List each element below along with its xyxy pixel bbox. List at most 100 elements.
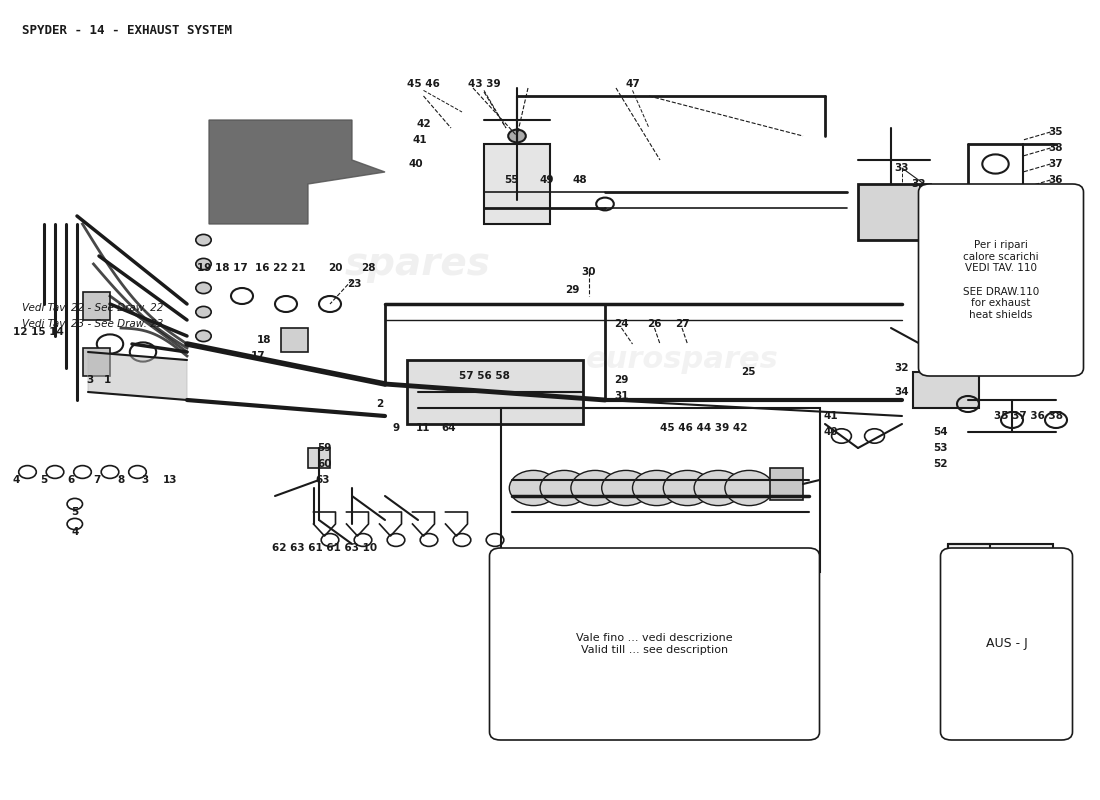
Bar	[407, 360, 583, 424]
Text: 38: 38	[1048, 143, 1064, 153]
Text: 57 56 58: 57 56 58	[459, 371, 509, 381]
Text: spares: spares	[345, 245, 491, 283]
Bar	[500, 408, 820, 572]
Text: 27: 27	[674, 319, 690, 329]
Text: SPYDER - 14 - EXHAUST SYSTEM: SPYDER - 14 - EXHAUST SYSTEM	[22, 24, 232, 37]
Text: 18: 18	[256, 335, 272, 345]
Text: 11: 11	[416, 423, 431, 433]
Bar	[82, 292, 110, 320]
Text: 54: 54	[933, 427, 948, 437]
Circle shape	[663, 470, 712, 506]
Text: 35 37 36 38: 35 37 36 38	[994, 411, 1063, 421]
Text: AUS - J: AUS - J	[986, 638, 1027, 650]
Text: 13: 13	[163, 475, 178, 485]
Text: 29: 29	[564, 285, 580, 294]
Text: 1: 1	[104, 375, 111, 385]
Bar	[858, 184, 930, 240]
Circle shape	[509, 470, 558, 506]
Text: 4: 4	[72, 527, 78, 537]
Polygon shape	[88, 352, 187, 400]
Text: 64: 64	[441, 423, 456, 433]
Text: 43 39: 43 39	[468, 79, 500, 89]
Text: 37: 37	[1048, 159, 1064, 169]
Text: 3: 3	[87, 375, 94, 385]
Text: 40: 40	[408, 159, 424, 169]
Text: 60: 60	[317, 459, 332, 469]
Circle shape	[196, 330, 211, 342]
Text: 49: 49	[539, 175, 554, 185]
Text: 42: 42	[416, 119, 431, 129]
Text: 35: 35	[1048, 127, 1064, 137]
Text: 52: 52	[933, 459, 948, 469]
Text: Vedi Tav. 23 - See Draw. 23: Vedi Tav. 23 - See Draw. 23	[22, 319, 164, 329]
Text: 8: 8	[118, 475, 124, 485]
Text: 45 46: 45 46	[407, 79, 440, 89]
Text: 41: 41	[823, 411, 838, 421]
Text: 24: 24	[614, 319, 629, 329]
Text: 20: 20	[328, 263, 343, 273]
Circle shape	[602, 470, 650, 506]
Text: Vedi Tav. 22 - See Draw. 22: Vedi Tav. 22 - See Draw. 22	[22, 303, 164, 313]
Text: 55: 55	[504, 175, 519, 185]
Circle shape	[196, 306, 211, 318]
Text: 5: 5	[72, 507, 78, 517]
Text: 17: 17	[251, 351, 266, 361]
Text: 6: 6	[68, 475, 75, 485]
Text: 3: 3	[142, 475, 148, 485]
Text: 51: 51	[933, 303, 948, 313]
Text: 19 18 17: 19 18 17	[197, 263, 248, 273]
Circle shape	[196, 282, 211, 294]
Text: 25: 25	[740, 367, 756, 377]
Circle shape	[571, 470, 619, 506]
FancyBboxPatch shape	[490, 548, 820, 740]
Text: 7: 7	[94, 475, 100, 485]
Polygon shape	[209, 120, 385, 224]
Text: 29: 29	[614, 375, 629, 385]
Text: Vale fino ... vedi descrizione
Valid till ... see description: Vale fino ... vedi descrizione Valid til…	[576, 634, 733, 654]
Text: 16 22 21: 16 22 21	[255, 263, 306, 273]
Circle shape	[508, 130, 526, 142]
Text: 62 63 61 61 63 10: 62 63 61 61 63 10	[272, 543, 377, 553]
Text: 45 46 44 39 42: 45 46 44 39 42	[660, 423, 748, 433]
FancyBboxPatch shape	[918, 184, 1084, 376]
Circle shape	[196, 234, 211, 246]
Text: 26: 26	[647, 319, 662, 329]
Text: 47: 47	[625, 79, 640, 89]
Text: 2: 2	[376, 399, 383, 409]
Text: 53: 53	[933, 443, 948, 453]
Text: 50: 50	[933, 319, 948, 329]
Bar	[82, 348, 110, 376]
Text: 41: 41	[412, 135, 428, 145]
Text: 28: 28	[361, 263, 376, 273]
Text: Per i ripari
calore scarichi
VEDI TAV. 110

SEE DRAW.110
for exhaust
heat shield: Per i ripari calore scarichi VEDI TAV. 1…	[962, 240, 1040, 320]
Text: 33: 33	[894, 163, 910, 173]
Bar	[308, 448, 330, 468]
Circle shape	[694, 470, 743, 506]
Bar	[280, 328, 308, 352]
Text: 30: 30	[581, 267, 596, 277]
Text: 32: 32	[911, 179, 926, 189]
Text: 9: 9	[393, 423, 399, 433]
Circle shape	[540, 470, 589, 506]
Text: 40: 40	[823, 427, 838, 437]
Bar	[952, 644, 1050, 716]
Text: 4: 4	[13, 475, 20, 485]
Text: 31: 31	[614, 391, 629, 401]
Circle shape	[632, 470, 681, 506]
Text: 34: 34	[894, 387, 910, 397]
Bar	[770, 468, 803, 500]
Text: 36: 36	[1048, 175, 1064, 185]
Circle shape	[196, 258, 211, 270]
FancyBboxPatch shape	[940, 548, 1072, 740]
Circle shape	[725, 470, 773, 506]
Text: 32: 32	[894, 363, 910, 373]
Text: 12 15 14: 12 15 14	[13, 327, 64, 337]
Bar	[484, 144, 550, 224]
Text: 63: 63	[315, 475, 330, 485]
Text: 23: 23	[346, 279, 362, 289]
Bar	[913, 372, 979, 408]
Bar	[948, 544, 1053, 728]
Text: 59: 59	[317, 443, 332, 453]
Text: eurospares: eurospares	[585, 346, 779, 374]
Text: 5: 5	[41, 475, 47, 485]
